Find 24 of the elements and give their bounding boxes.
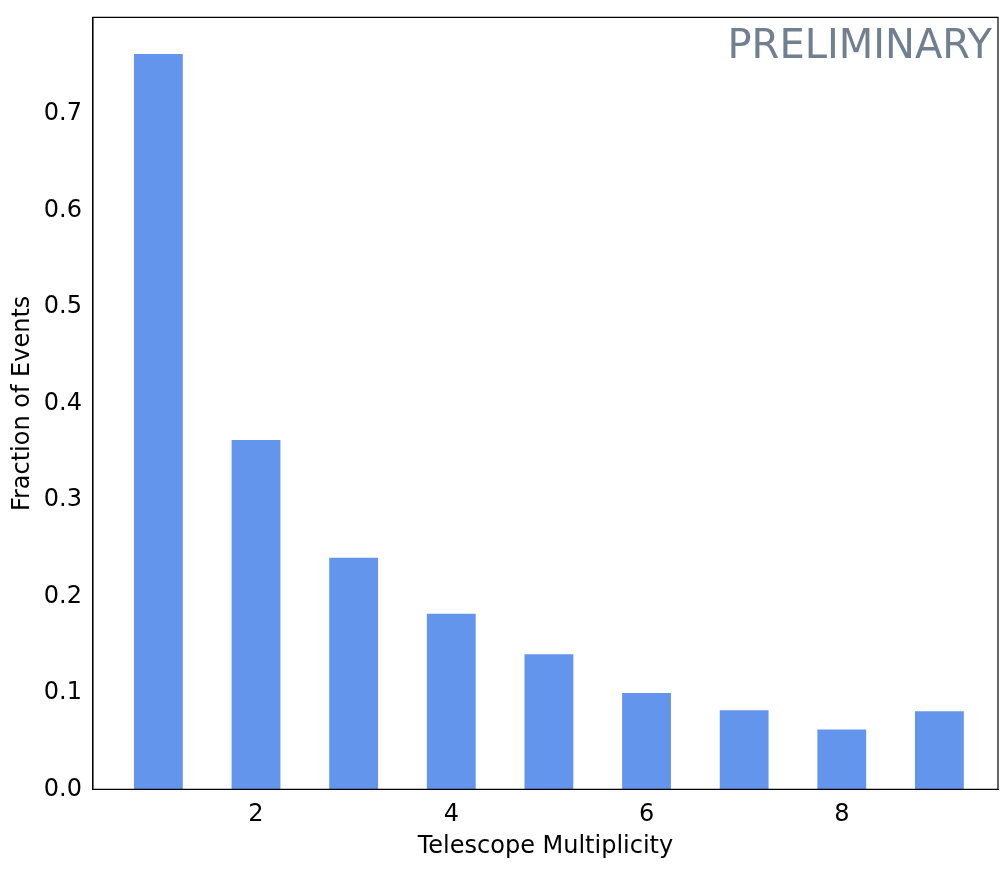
y-tick-label: 0.2 bbox=[43, 580, 82, 609]
y-tick-label: 0.5 bbox=[43, 291, 82, 320]
bar bbox=[915, 711, 964, 790]
bar bbox=[329, 557, 379, 790]
bar bbox=[426, 613, 476, 790]
bar bbox=[231, 440, 281, 790]
y-tick-label: 0.3 bbox=[43, 484, 82, 513]
annotation: PRELIMINARY bbox=[727, 20, 993, 67]
y-tick-label: 0.6 bbox=[43, 194, 82, 223]
bar bbox=[524, 654, 574, 790]
x-tick-label: 6 bbox=[638, 799, 655, 828]
x-tick-label: 8 bbox=[834, 799, 850, 828]
x-axis-title: Telescope Multiplicity bbox=[416, 830, 674, 859]
bar bbox=[133, 54, 183, 790]
x-tick-label: 4 bbox=[443, 799, 459, 828]
y-tick-label: 0.1 bbox=[43, 677, 82, 706]
y-axis-title: Fraction of Events bbox=[6, 295, 35, 512]
bar bbox=[817, 729, 867, 790]
y-tick-label: 0.0 bbox=[43, 773, 82, 802]
y-tick-label: 0.4 bbox=[43, 387, 82, 416]
y-tick-label: 0.7 bbox=[43, 98, 82, 127]
x-tick-label: 2 bbox=[248, 799, 264, 828]
bar bbox=[719, 710, 769, 790]
bar bbox=[622, 692, 671, 790]
